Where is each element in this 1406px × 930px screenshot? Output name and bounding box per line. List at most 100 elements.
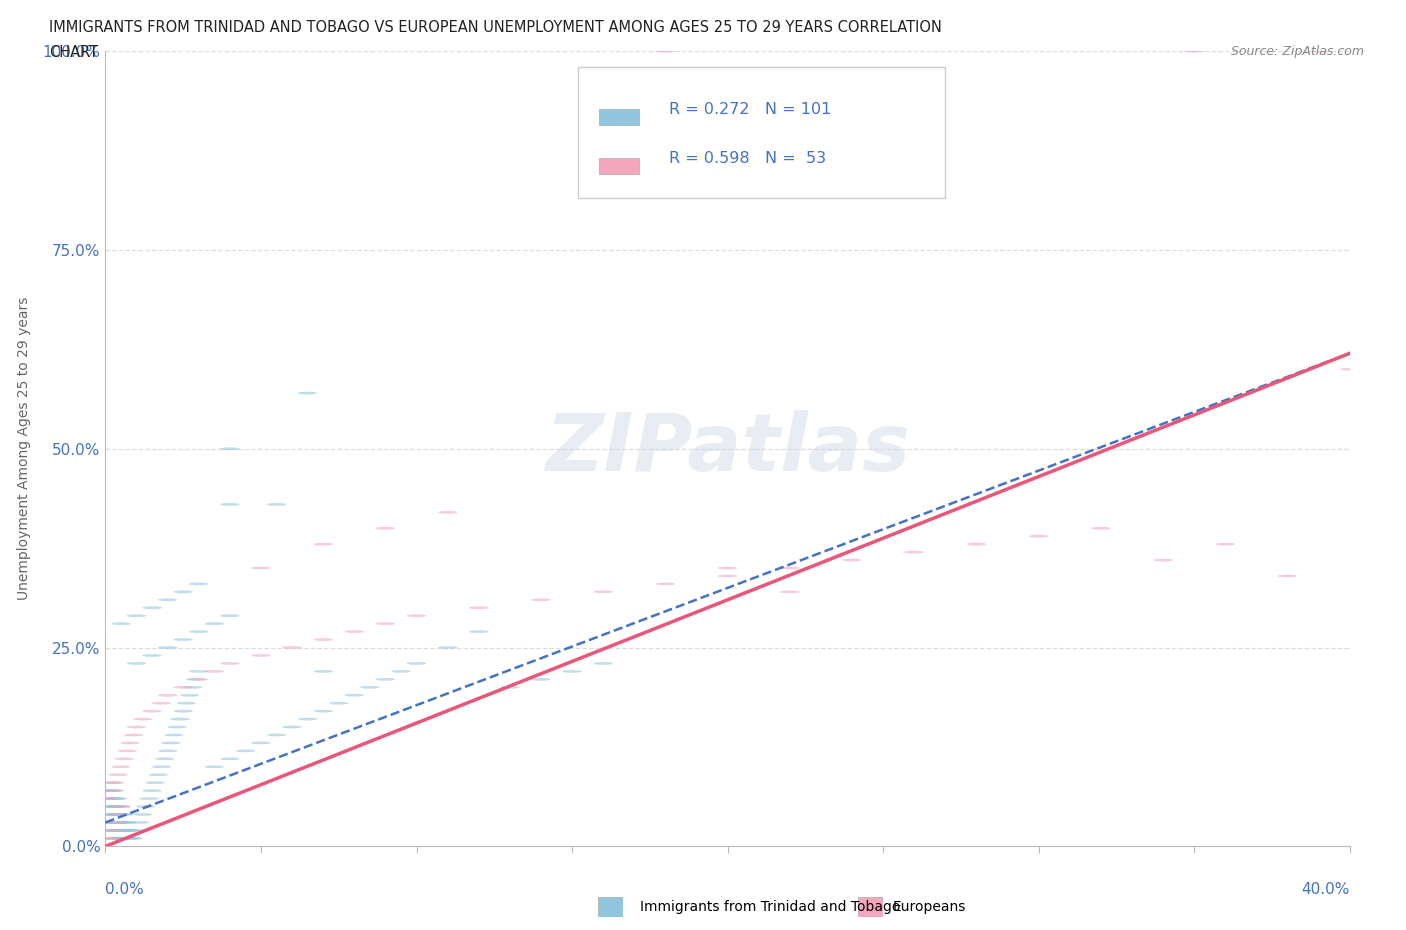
Ellipse shape: [221, 447, 239, 450]
Ellipse shape: [329, 702, 349, 704]
FancyBboxPatch shape: [578, 67, 945, 198]
Ellipse shape: [314, 639, 333, 641]
Ellipse shape: [190, 631, 208, 632]
Ellipse shape: [236, 750, 254, 752]
Ellipse shape: [127, 662, 146, 665]
Ellipse shape: [111, 821, 131, 824]
Ellipse shape: [221, 503, 239, 506]
Ellipse shape: [100, 798, 118, 800]
Ellipse shape: [205, 622, 224, 625]
Ellipse shape: [136, 805, 155, 807]
Text: 40.0%: 40.0%: [1302, 882, 1350, 897]
Ellipse shape: [159, 750, 177, 752]
Ellipse shape: [344, 694, 364, 697]
Ellipse shape: [124, 837, 143, 840]
Ellipse shape: [1309, 50, 1329, 52]
Bar: [599, 158, 640, 175]
Ellipse shape: [103, 830, 121, 831]
Text: Immigrants from Trinidad and Tobago: Immigrants from Trinidad and Tobago: [640, 899, 900, 914]
Ellipse shape: [100, 798, 118, 800]
Ellipse shape: [298, 392, 316, 394]
Text: Source: ZipAtlas.com: Source: ZipAtlas.com: [1230, 45, 1364, 58]
Ellipse shape: [100, 821, 118, 824]
Ellipse shape: [174, 591, 193, 593]
Ellipse shape: [111, 765, 131, 768]
Ellipse shape: [1091, 527, 1111, 529]
Ellipse shape: [146, 781, 165, 784]
Ellipse shape: [149, 774, 167, 776]
Ellipse shape: [470, 631, 488, 632]
Ellipse shape: [1340, 368, 1360, 370]
Ellipse shape: [842, 559, 862, 561]
Ellipse shape: [111, 814, 131, 816]
Ellipse shape: [1029, 535, 1047, 538]
Ellipse shape: [205, 765, 224, 768]
Ellipse shape: [127, 726, 146, 728]
Ellipse shape: [118, 830, 136, 831]
Ellipse shape: [718, 567, 737, 569]
Ellipse shape: [205, 671, 224, 672]
Ellipse shape: [105, 814, 124, 816]
Ellipse shape: [131, 821, 149, 824]
Ellipse shape: [105, 821, 124, 824]
Ellipse shape: [174, 686, 193, 688]
Ellipse shape: [187, 678, 205, 681]
Ellipse shape: [115, 814, 134, 816]
Ellipse shape: [105, 781, 124, 784]
Ellipse shape: [267, 503, 285, 506]
Ellipse shape: [408, 615, 426, 617]
Ellipse shape: [127, 830, 146, 831]
Ellipse shape: [283, 646, 301, 648]
Ellipse shape: [221, 615, 239, 617]
Ellipse shape: [360, 686, 380, 688]
Ellipse shape: [111, 805, 131, 807]
Ellipse shape: [562, 671, 582, 672]
Ellipse shape: [221, 758, 239, 760]
Ellipse shape: [1185, 50, 1204, 52]
Ellipse shape: [501, 686, 519, 688]
Ellipse shape: [252, 742, 270, 744]
Ellipse shape: [344, 631, 364, 632]
Ellipse shape: [134, 814, 152, 816]
Ellipse shape: [155, 758, 174, 760]
Ellipse shape: [108, 830, 127, 831]
Ellipse shape: [183, 686, 202, 688]
Ellipse shape: [314, 671, 333, 672]
Ellipse shape: [103, 781, 121, 784]
Ellipse shape: [159, 599, 177, 601]
Ellipse shape: [1216, 543, 1234, 545]
Ellipse shape: [221, 662, 239, 665]
Text: R = 0.272   N = 101: R = 0.272 N = 101: [669, 101, 831, 116]
Ellipse shape: [190, 678, 208, 681]
Ellipse shape: [127, 615, 146, 617]
Ellipse shape: [314, 710, 333, 712]
Ellipse shape: [124, 734, 143, 736]
Ellipse shape: [167, 726, 187, 728]
Y-axis label: Unemployment Among Ages 25 to 29 years: Unemployment Among Ages 25 to 29 years: [17, 297, 31, 601]
Ellipse shape: [905, 551, 924, 553]
Ellipse shape: [139, 798, 159, 800]
Ellipse shape: [298, 718, 316, 720]
Text: Europeans: Europeans: [893, 899, 966, 914]
Ellipse shape: [108, 814, 127, 816]
Ellipse shape: [1278, 575, 1296, 577]
Ellipse shape: [108, 837, 127, 840]
Ellipse shape: [375, 622, 395, 625]
Ellipse shape: [121, 742, 139, 744]
Ellipse shape: [162, 742, 180, 744]
Ellipse shape: [159, 646, 177, 648]
Ellipse shape: [100, 830, 118, 831]
Ellipse shape: [531, 599, 550, 601]
Text: CHART: CHART: [49, 45, 98, 60]
Ellipse shape: [967, 543, 986, 545]
Ellipse shape: [115, 821, 134, 824]
Text: ZIPatlas: ZIPatlas: [546, 410, 910, 487]
Ellipse shape: [115, 758, 134, 760]
Ellipse shape: [111, 622, 131, 625]
Ellipse shape: [108, 821, 127, 824]
Ellipse shape: [375, 527, 395, 529]
Ellipse shape: [657, 50, 675, 52]
Ellipse shape: [657, 583, 675, 585]
Ellipse shape: [105, 837, 124, 840]
Text: IMMIGRANTS FROM TRINIDAD AND TOBAGO VS EUROPEAN UNEMPLOYMENT AMONG AGES 25 TO 29: IMMIGRANTS FROM TRINIDAD AND TOBAGO VS E…: [49, 20, 942, 35]
